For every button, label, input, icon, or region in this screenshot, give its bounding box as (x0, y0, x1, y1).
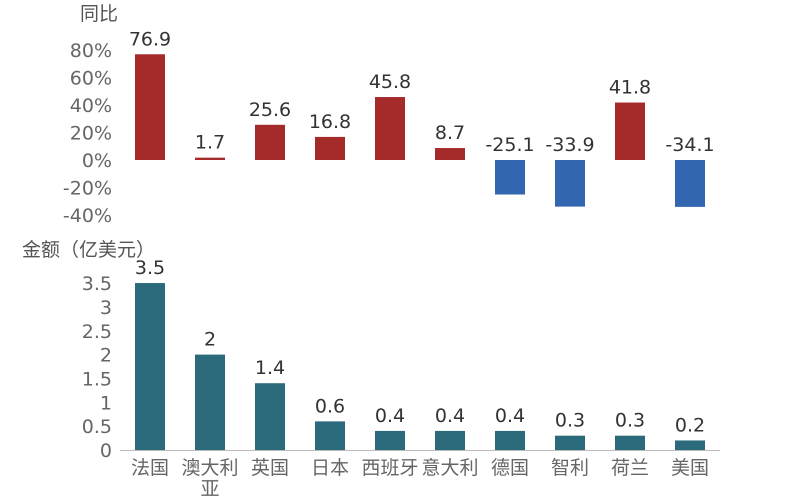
amount-value-labels: 3.5 2 1.4 0.6 0.4 0.4 0.4 0.3 0.3 0.2 (135, 257, 705, 436)
amount-y-tick-label: 0 (100, 440, 112, 462)
yoy-y-tick-label: 20% (70, 123, 112, 145)
yoy-y-tick-label: 0% (82, 150, 112, 172)
amount-axis-title: 金额（亿美元） (22, 239, 155, 261)
amount-bars (135, 283, 705, 450)
yoy-axis-title: 同比 (80, 3, 118, 25)
yoy-y-axis-ticks: 80% 60% 40% 20% 0% -20% -40% (63, 40, 112, 227)
amount-y-tick-label: 1 (100, 392, 112, 414)
yoy-y-tick-label: 80% (70, 40, 112, 62)
amount-y-tick-label: 2.5 (82, 321, 112, 343)
amount-y-tick-label: 3 (100, 297, 112, 319)
amount-value-label: 0.4 (495, 405, 525, 427)
category-label: 西班牙 (361, 457, 418, 479)
yoy-bar (135, 54, 165, 161)
yoy-value-label: 8.7 (435, 122, 465, 144)
category-label: 意大利 (421, 457, 478, 479)
category-label: 日本 (311, 457, 349, 479)
category-label: 荷兰 (611, 457, 649, 479)
yoy-value-label: -25.1 (485, 134, 534, 156)
yoy-bar (195, 157, 225, 160)
amount-y-tick-label: 0.5 (82, 416, 112, 438)
amount-bar (675, 440, 705, 450)
amount-value-label: 0.2 (675, 414, 705, 436)
amount-bar (615, 435, 645, 450)
yoy-value-label: -34.1 (665, 134, 714, 156)
amount-value-label: 3.5 (135, 257, 165, 279)
category-label: 法国 (131, 457, 169, 479)
yoy-bar (435, 148, 465, 160)
amount-y-tick-label: 1.5 (82, 368, 112, 390)
yoy-bar (555, 160, 585, 207)
yoy-value-label: 76.9 (129, 28, 171, 50)
amount-bar (195, 354, 225, 450)
yoy-bar (495, 160, 525, 195)
yoy-bar (615, 102, 645, 160)
yoy-bar (255, 124, 285, 160)
category-label: 美国 (671, 457, 709, 479)
yoy-bar (375, 97, 405, 160)
category-label: 英国 (251, 457, 289, 479)
yoy-y-tick-label: -20% (63, 178, 112, 200)
amount-bar-chart: 金额（亿美元） 3.532.521.510.50 3.521.40.6 0.4 0.… (22, 239, 720, 500)
yoy-value-label: 45.8 (369, 71, 411, 93)
amount-bar (555, 435, 585, 450)
amount-y-tick-label: 2 (100, 345, 112, 367)
amount-bar (435, 430, 465, 450)
amount-bar (495, 430, 525, 450)
yoy-y-tick-label: 60% (70, 68, 112, 90)
amount-value-label: 2 (204, 329, 216, 351)
yoy-bars (135, 54, 705, 207)
yoy-value-label: -33.9 (545, 134, 594, 156)
amount-bar (315, 421, 345, 450)
amount-bar (375, 430, 405, 450)
amount-value-label: 0.3 (615, 410, 645, 432)
category-label: 智利 (551, 457, 589, 479)
category-label: 德国 (491, 457, 529, 479)
amount-y-tick-label: 3.5 (82, 273, 112, 295)
category-label: 澳大利亚 (181, 457, 238, 500)
yoy-y-tick-label: 40% (70, 95, 112, 117)
yoy-value-label: 1.7 (195, 132, 225, 154)
amount-value-label: 0.6 (315, 395, 345, 417)
yoy-value-label: 25.6 (249, 99, 291, 121)
amount-bar (135, 283, 165, 450)
amount-value-label: 1.4 (255, 357, 285, 379)
amount-y-axis-ticks: 3.532.521.510.50 (82, 273, 112, 462)
yoy-bar (315, 136, 345, 160)
amount-value-label: 0.4 (435, 405, 465, 427)
yoy-value-label: 16.8 (309, 111, 351, 133)
amount-bar (255, 383, 285, 450)
yoy-value-label: 41.8 (609, 77, 651, 99)
amount-value-label: 0.3 (555, 410, 585, 432)
amount-value-label: 0.4 (375, 405, 405, 427)
yoy-y-tick-label: -40% (63, 205, 112, 227)
yoy-value-labels: 76.9 1.7 25.6 16.8 45.8 8.7 -25.1 -33.9 41.8 -34.… (129, 28, 715, 156)
yoy-bar-chart: 同比 80% 60% 40% 20% 0% -20% -40% 76.9 1.7 25.6 16.… (63, 3, 715, 227)
yoy-bar (675, 160, 705, 207)
